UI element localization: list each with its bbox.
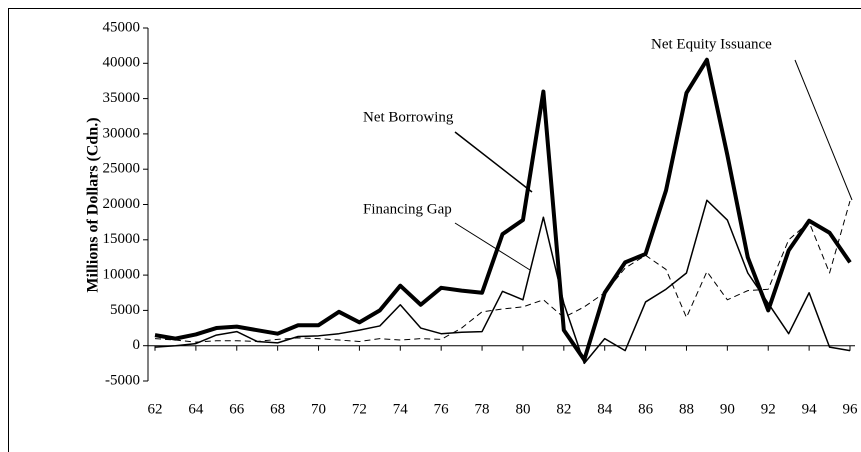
y-tick-label: 0: [133, 337, 141, 353]
x-tick-label: 68: [270, 401, 285, 417]
x-tick-label: 78: [475, 401, 490, 417]
y-tick-label: 5000: [110, 302, 140, 318]
annotation-pointer: [454, 222, 531, 271]
y-tick-label: 30000: [103, 125, 141, 141]
x-tick-label: 72: [352, 401, 367, 417]
series-line: [154, 200, 851, 343]
x-tick-label: 62: [148, 401, 163, 417]
series-label: Net Equity Issuance: [651, 36, 772, 52]
frame: [8, 8, 861, 452]
x-tick-label: 82: [556, 401, 571, 417]
series-line: [154, 199, 851, 365]
x-tick-label: 90: [720, 401, 735, 417]
annotation-pointer: [454, 131, 533, 193]
x-tick-label: 64: [188, 401, 204, 417]
x-tick-label: 80: [515, 401, 530, 417]
x-tick-label: 70: [311, 401, 326, 417]
y-tick-label: 35000: [103, 90, 141, 106]
x-tick-label: 86: [638, 401, 654, 417]
annotation-pointer: [794, 59, 853, 201]
y-axis-label: Millions of Dollars (Cdn.): [85, 117, 102, 292]
y-tick-label: 20000: [103, 196, 141, 212]
x-tick-label: 96: [843, 401, 859, 417]
y-tick-label: 10000: [103, 267, 141, 283]
y-tick-label: -5000: [105, 372, 140, 388]
x-tick-label: 92: [761, 401, 776, 417]
x-tick-label: 88: [679, 401, 694, 417]
y-tick-label: 15000: [103, 231, 141, 247]
x-tick-label: 84: [597, 401, 613, 417]
y-tick-label: 25000: [103, 161, 141, 177]
x-tick-label: 76: [434, 401, 450, 417]
series-line: [154, 57, 852, 362]
x-tick-label: 94: [802, 401, 818, 417]
x-tick-label: 66: [229, 401, 245, 417]
y-tick-label: 45000: [103, 19, 141, 35]
x-tick-label: 74: [393, 401, 409, 417]
series-label: Net Borrowing: [363, 109, 454, 125]
series-label: Financing Gap: [363, 201, 452, 217]
y-tick-label: 40000: [103, 55, 141, 71]
